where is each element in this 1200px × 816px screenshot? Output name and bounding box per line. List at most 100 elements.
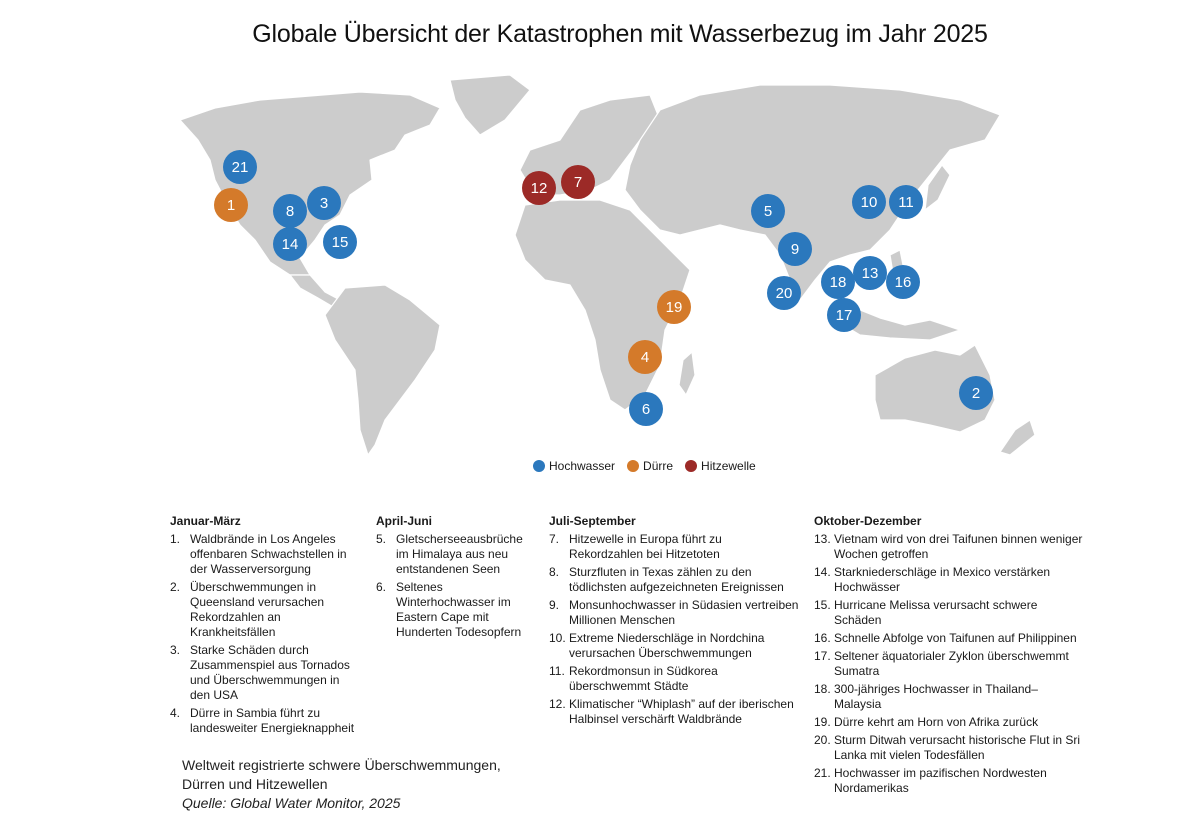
map-marker-4: 4: [628, 340, 662, 374]
event-item: 20. Sturm Ditwah verursacht historische F…: [814, 733, 1084, 763]
map-marker-7: 7: [561, 165, 595, 199]
event-item: 17. Seltener äquatorialer Zyklon überschw…: [814, 649, 1084, 679]
event-number: 21.: [814, 766, 831, 780]
legend-item-duerre: Dürre: [627, 459, 673, 473]
south-america: [324, 284, 441, 456]
new-zealand: [999, 419, 1036, 456]
event-number: 14.: [814, 565, 831, 579]
event-number: 17.: [814, 649, 831, 663]
event-item: 19. Dürre kehrt am Horn von Afrika zurück: [814, 715, 1084, 730]
legend-item-hochwasser: Hochwasser: [533, 459, 615, 473]
event-text: Seltenes Winterhochwasser im Eastern Cap…: [396, 580, 522, 639]
event-text: Monsunhochwasser in Südasien vertreiben …: [569, 598, 799, 627]
event-item: 4. Dürre in Sambia führt zu landesweiter …: [170, 706, 355, 736]
event-number: 10.: [549, 631, 566, 645]
event-item: 16. Schnelle Abfolge von Taifunen auf Phi…: [814, 631, 1084, 646]
event-text: Klimatischer “Whiplash” auf der iberisch…: [569, 697, 794, 726]
map-marker-5: 5: [751, 194, 785, 228]
world-map: [179, 74, 1036, 456]
event-list: 7. Hitzewelle in Europa führt zu Rekordza…: [549, 532, 799, 727]
event-list: 5. Gletscherseeausbrüche im Himalaya aus …: [376, 532, 531, 640]
event-text: Hurricane Melissa verursacht schwere Sch…: [834, 598, 1038, 627]
hitzewelle-dot-icon: [685, 460, 698, 472]
map-marker-17: 17: [827, 298, 861, 332]
legend-label: Hochwasser: [549, 459, 616, 473]
greenland: [449, 74, 531, 136]
event-text: Hochwasser im pazifischen Nordwesten Nor…: [834, 766, 1047, 795]
north-america: [179, 91, 441, 276]
event-number: 18.: [814, 682, 831, 696]
event-item: 1. Waldbrände in Los Angeles offenbaren S…: [170, 532, 355, 577]
map-marker-10: 10: [852, 185, 886, 219]
legend-label: Dürre: [643, 459, 674, 473]
event-number: 11.: [549, 664, 565, 678]
event-item: 3. Starke Schäden durch Zusammenspiel aus…: [170, 643, 355, 703]
hochwasser-dot-icon: [533, 460, 545, 472]
event-number: 9.: [549, 598, 560, 612]
event-number: 13.: [814, 532, 831, 546]
event-item: 18. 300-jähriges Hochwasser in Thailand–M…: [814, 682, 1084, 712]
map-marker-19: 19: [657, 290, 691, 324]
event-text: Schnelle Abfolge von Taifunen auf Philip…: [834, 631, 1077, 645]
event-list: 13. Vietnam wird von drei Taifunen binnen…: [814, 532, 1084, 796]
event-text: Extreme Niederschläge in Nordchina verur…: [569, 631, 765, 660]
legend: Hochwasser Dürre Hitzewelle: [533, 459, 756, 473]
caption: Weltweit registrierte schwere Überschwem…: [182, 757, 501, 792]
event-number: 4.: [170, 706, 181, 720]
event-text: Dürre in Sambia führt zu landesweiter En…: [190, 706, 355, 735]
event-text: Sturm Ditwah verursacht historische Flut…: [834, 733, 1081, 762]
source-note: Quelle: Global Water Monitor, 2025: [182, 795, 401, 811]
asia: [624, 84, 1001, 301]
central-america: [289, 274, 341, 309]
map-marker-20: 20: [767, 276, 801, 310]
map-marker-21: 21: [223, 150, 257, 184]
column-heading: Januar-März: [170, 514, 241, 528]
japan: [924, 164, 951, 211]
event-item: 14. Starkniederschläge in Mexico verstärk…: [814, 565, 1084, 595]
map-marker-11: 11: [889, 185, 923, 219]
map-marker-15: 15: [323, 225, 357, 259]
event-number: 8.: [549, 565, 560, 579]
map-marker-16: 16: [886, 265, 920, 299]
event-item: 5. Gletscherseeausbrüche im Himalaya aus …: [376, 532, 531, 577]
indonesia: [834, 309, 961, 341]
duerre-dot-icon: [627, 460, 640, 472]
column-oktober-dezember: Oktober-Dezember 13. Vietnam wird von dre…: [814, 514, 1084, 799]
column-juli-september: Juli-September 7. Hitzewelle in Europa fü…: [549, 514, 799, 730]
legend-item-hitzewelle: Hitzewelle: [685, 459, 756, 473]
event-list: 1. Waldbrände in Los Angeles offenbaren S…: [170, 532, 355, 736]
column-heading: Oktober-Dezember: [814, 514, 922, 528]
event-text: Sturzfluten in Texas zählen zu den tödli…: [569, 565, 784, 594]
event-number: 12.: [549, 697, 566, 711]
column-januar-maerz: Januar-März 1. Waldbrände in Los Angeles …: [170, 514, 355, 739]
map-marker-3: 3: [307, 186, 341, 220]
event-number: 20.: [814, 733, 831, 747]
map-marker-9: 9: [778, 232, 812, 266]
event-number: 16.: [814, 631, 831, 645]
event-item: 11. Rekordmonsun in Südkorea überschwemmt…: [549, 664, 799, 694]
event-item: 12. Klimatischer “Whiplash” auf der iberi…: [549, 697, 799, 727]
map-marker-6: 6: [629, 392, 663, 426]
event-text: 300-jähriges Hochwasser in Thailand–Mala…: [834, 682, 1038, 711]
event-number: 2.: [170, 580, 181, 594]
event-item: 15. Hurricane Melissa verursacht schwere …: [814, 598, 1084, 628]
map-marker-13: 13: [853, 256, 887, 290]
event-text: Hitzewelle in Europa führt zu Rekordzahl…: [569, 532, 722, 561]
event-number: 6.: [376, 580, 387, 594]
column-heading: Juli-September: [549, 514, 636, 528]
event-number: 7.: [549, 532, 560, 546]
map-marker-1: 1: [214, 188, 248, 222]
event-number: 3.: [170, 643, 181, 657]
map-marker-14: 14: [273, 227, 307, 261]
event-text: Rekordmonsun in Südkorea überschwemmt St…: [569, 664, 718, 693]
event-item: 9. Monsunhochwasser in Südasien vertreibe…: [549, 598, 799, 628]
map-marker-12: 12: [522, 171, 556, 205]
map-marker-2: 2: [959, 376, 993, 410]
madagascar: [678, 351, 696, 396]
event-text: Seltener äquatorialer Zyklon überschwemm…: [834, 649, 1069, 678]
event-text: Dürre kehrt am Horn von Afrika zurück: [834, 715, 1039, 729]
legend-label: Hitzewelle: [701, 459, 756, 473]
event-text: Überschwemmungen in Queensland verursach…: [190, 580, 325, 639]
event-number: 1.: [170, 532, 181, 546]
event-item: 21. Hochwasser im pazifischen Nordwesten …: [814, 766, 1084, 796]
